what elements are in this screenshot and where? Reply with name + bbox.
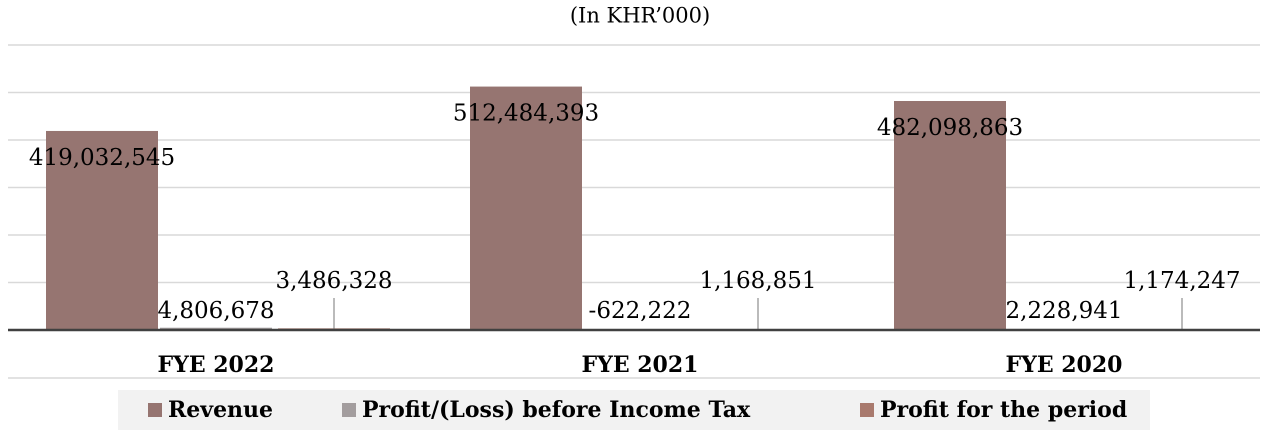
data-label: 1,168,851 xyxy=(699,268,816,294)
data-label: 512,484,393 xyxy=(453,101,599,127)
legend-swatch xyxy=(148,403,162,417)
bar xyxy=(894,101,1006,330)
x-tick-label: FYE 2022 xyxy=(158,352,275,378)
data-label: 482,098,863 xyxy=(877,115,1023,141)
chart-subtitle: (In KHR’000) xyxy=(570,4,710,28)
legend-label: Profit for the period xyxy=(880,397,1127,423)
bar xyxy=(470,86,582,330)
legend-background xyxy=(118,390,1150,430)
legend-swatch xyxy=(342,403,356,417)
bar xyxy=(46,130,158,330)
x-tick-label: FYE 2020 xyxy=(1006,352,1123,378)
data-label: 3,486,328 xyxy=(275,268,392,294)
data-label: 419,032,545 xyxy=(29,145,175,171)
x-tick-label: FYE 2021 xyxy=(582,352,699,378)
data-label: 2,228,941 xyxy=(1005,298,1122,324)
legend-label: Revenue xyxy=(168,397,273,423)
legend-swatch xyxy=(860,403,874,417)
legend-label: Profit/(Loss) before Income Tax xyxy=(362,397,751,423)
data-label: 1,174,247 xyxy=(1123,268,1240,294)
data-label: -622,222 xyxy=(589,298,692,324)
data-label: 4,806,678 xyxy=(157,298,274,324)
